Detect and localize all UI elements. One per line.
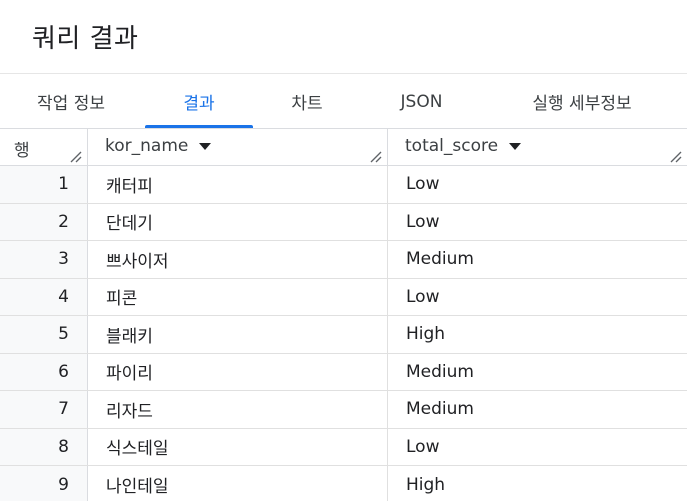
table-header: 행 kor_name total_score: [0, 129, 687, 166]
cell-kor-name[interactable]: 파이리: [88, 353, 388, 390]
table-row[interactable]: 2 단데기 Low: [0, 203, 687, 241]
results-table: 행 kor_name total_score: [0, 129, 687, 501]
row-number: 8: [0, 428, 88, 465]
cell-kor-name[interactable]: 피콘: [88, 278, 388, 315]
table-row[interactable]: 3 쁘사이저 Medium: [0, 241, 687, 279]
table-row[interactable]: 7 리자드 Medium: [0, 391, 687, 429]
cell-total-score[interactable]: Low: [406, 174, 440, 195]
cell-kor-name[interactable]: 식스테일: [88, 428, 388, 465]
row-number: 6: [0, 353, 88, 390]
cell-total-score[interactable]: Low: [406, 436, 440, 457]
cell-total-score[interactable]: Medium: [406, 399, 474, 420]
table-row[interactable]: 4 피콘 Low: [0, 278, 687, 316]
column-resize-icon[interactable]: [670, 151, 682, 163]
sort-dropdown-icon[interactable]: [509, 143, 521, 150]
row-number: 2: [0, 203, 88, 240]
row-number: 9: [0, 466, 88, 501]
row-number: 7: [0, 391, 88, 428]
tab-results[interactable]: 결과: [183, 94, 215, 114]
table-row[interactable]: 9 나인테일 High: [0, 466, 687, 501]
column-header-label: total_score: [405, 136, 499, 156]
cell-kor-name[interactable]: 쁘사이저: [88, 241, 388, 278]
cell-kor-name[interactable]: 블래키: [88, 316, 388, 353]
tab-json[interactable]: JSON: [400, 91, 443, 112]
page-title: 쿼리 결과: [32, 24, 139, 54]
cell-total-score[interactable]: Low: [406, 211, 440, 232]
tab-chart[interactable]: 차트: [291, 94, 323, 114]
cell-kor-name[interactable]: 캐터피: [88, 166, 388, 203]
column-resize-icon[interactable]: [370, 151, 382, 163]
table-row[interactable]: 8 식스테일 Low: [0, 428, 687, 466]
column-resize-icon[interactable]: [70, 151, 82, 163]
row-number: 5: [0, 316, 88, 353]
row-number: 3: [0, 241, 88, 278]
cell-total-score[interactable]: High: [406, 324, 446, 345]
column-header-total-score[interactable]: total_score: [388, 129, 687, 166]
row-number: 4: [0, 278, 88, 315]
cell-kor-name[interactable]: 리자드: [88, 391, 388, 428]
column-header-kor-name[interactable]: kor_name: [88, 129, 388, 166]
sort-dropdown-icon[interactable]: [199, 143, 211, 150]
cell-total-score[interactable]: Medium: [406, 361, 474, 382]
cell-kor-name[interactable]: 나인테일: [88, 466, 388, 501]
table-row[interactable]: 5 블래키 High: [0, 316, 687, 354]
column-header-label: kor_name: [105, 136, 189, 156]
cell-total-score[interactable]: High: [406, 474, 446, 495]
tab-execution-details[interactable]: 실행 세부정보: [532, 94, 632, 114]
row-number-header-label: 행: [14, 141, 30, 161]
cell-total-score[interactable]: Low: [406, 286, 440, 307]
cell-kor-name[interactable]: 단데기: [88, 203, 388, 240]
cell-total-score[interactable]: Medium: [406, 249, 474, 270]
table-row[interactable]: 1 캐터피 Low: [0, 166, 687, 204]
table-row[interactable]: 6 파이리 Medium: [0, 353, 687, 391]
row-number-header: 행: [0, 129, 88, 166]
results-tabs: 작업 정보 결과 차트 JSON 실행 세부정보: [0, 73, 687, 129]
active-tab-indicator: [145, 125, 253, 128]
tab-job-info[interactable]: 작업 정보: [37, 94, 105, 114]
row-number: 1: [0, 166, 88, 203]
